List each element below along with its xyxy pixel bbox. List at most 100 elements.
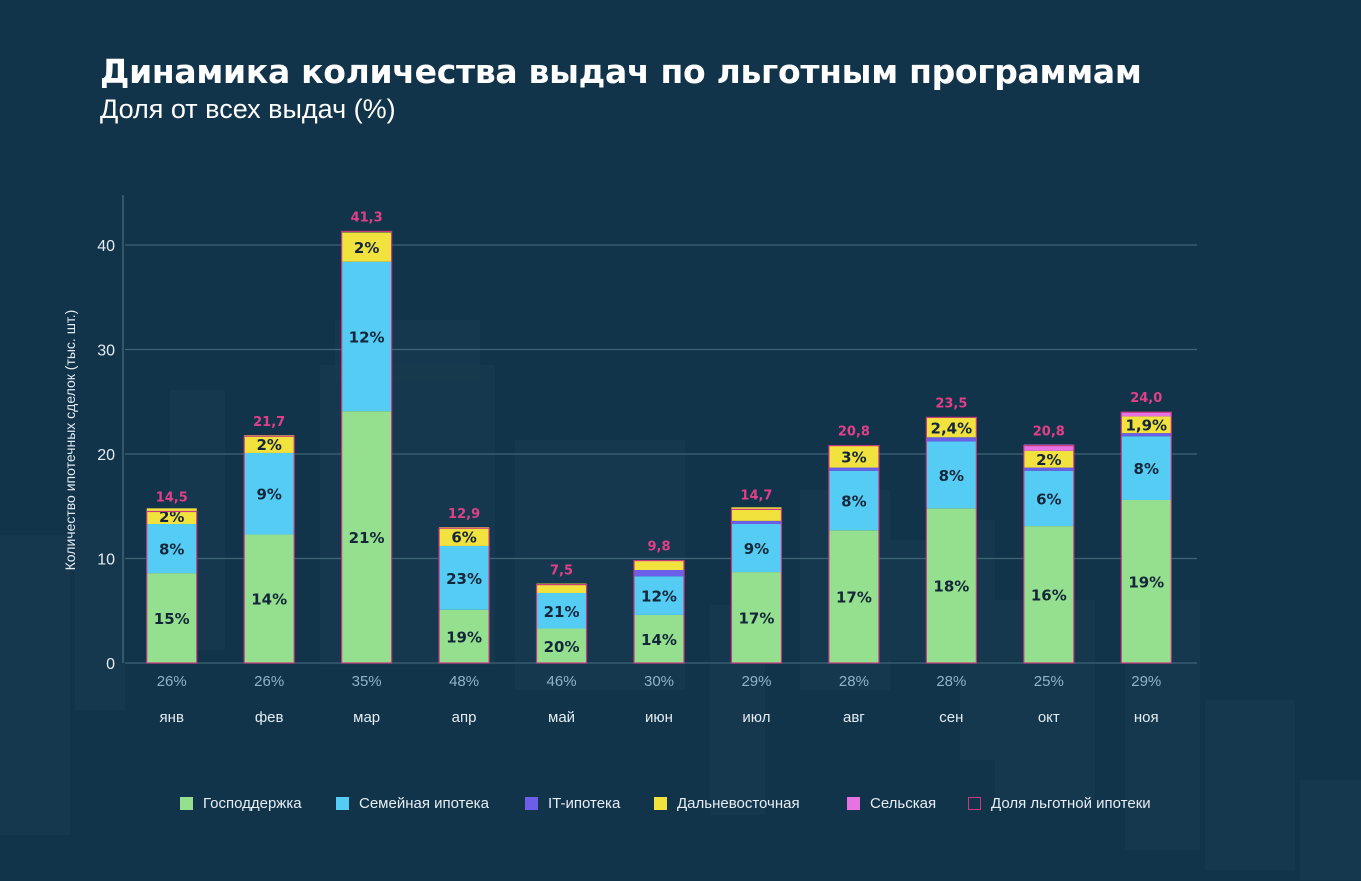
bar-segment-far_east (634, 560, 684, 570)
legend-swatch (336, 796, 349, 810)
bar-outline (730, 508, 783, 664)
y-tick-label: 30 (97, 343, 115, 360)
legend-item-gosp: Господдержка (180, 792, 302, 814)
legend-item-share_outline: Доля льготной ипотеки (968, 792, 1151, 814)
segment-label: 2% (159, 508, 184, 526)
legend-swatch (525, 796, 538, 810)
bar-stack: 17% 8% 3% 20,8 (828, 425, 880, 664)
x-tick-label: май (548, 709, 575, 726)
share-label: 28% (839, 673, 869, 690)
segment-label: 8% (841, 493, 866, 511)
bar-segment-far_east (926, 417, 977, 438)
legend-swatch (847, 796, 860, 810)
bar-outline (925, 416, 977, 664)
total-label: 20,8 (838, 425, 870, 440)
background-block (1205, 700, 1295, 870)
x-tick-label: мар (353, 709, 380, 726)
legend-label: Господдержка (203, 794, 302, 812)
gridlines (125, 244, 1197, 664)
bar-segment-it (926, 437, 977, 442)
bar-segment-far_east (1023, 450, 1074, 468)
segment-label: 9% (256, 486, 281, 504)
bar-stack: 18% 8% 2,4% 23,5 (925, 396, 977, 664)
segment-label: 2% (1036, 451, 1061, 469)
bar-outline (828, 445, 880, 664)
bar-segment-family (731, 524, 782, 573)
share-label: 25% (1034, 673, 1064, 690)
bar-outline (146, 510, 198, 664)
total-label: 21,7 (253, 415, 285, 430)
share-label: 35% (352, 673, 382, 690)
bar-segment-it (634, 569, 684, 577)
bar-segment-family (634, 576, 684, 615)
bar-segment-family (828, 470, 879, 531)
bar-stack: 19% 8% 1,9% 24,0 (1120, 391, 1172, 664)
segment-label: 14% (251, 591, 287, 609)
bar-segment-family (439, 545, 490, 610)
bars: 15% 8% 2% 14,5 14% 9% 2% 21,7 21% 12% 2% 41,3 19% 23%… (146, 210, 1172, 664)
legend-label: IT-ипотека (548, 794, 621, 812)
x-axis: 26% янв 26% фев 35% мар 48% апр 46% май 30% июн 29% и… (157, 673, 1162, 726)
segment-label: 3% (841, 449, 866, 467)
segment-label: 21% (544, 603, 580, 621)
bar-segment-gosp (926, 508, 977, 663)
x-tick-label: ноя (1134, 709, 1159, 726)
background-block (1300, 780, 1361, 880)
segment-label: 8% (1134, 460, 1159, 478)
segment-label: 19% (1128, 573, 1164, 591)
segment-label: 12% (349, 328, 385, 346)
legend: Господдержка Семейная ипотека IT-ипотека Да… (0, 792, 1361, 814)
chart-title: Динамика количества выдач по льготным пр… (100, 52, 1142, 91)
share-label: 48% (449, 673, 479, 690)
bar-stack: 20% 21% 7,5 (535, 564, 588, 664)
legend-item-family: Семейная ипотека (336, 792, 489, 814)
legend-label: Доля льготной ипотеки (991, 794, 1151, 812)
bar-segment-it (1121, 433, 1172, 437)
bar-segment-gosp (536, 628, 587, 663)
share-label: 30% (644, 673, 674, 690)
bar-outline (633, 559, 685, 664)
share-label: 29% (741, 673, 771, 690)
bar-segment-far_east (341, 232, 392, 262)
segment-label: 19% (446, 628, 482, 646)
share-label: 26% (157, 673, 187, 690)
legend-label: Дальневосточная (677, 794, 800, 812)
share-label: 46% (547, 673, 577, 690)
background-block (75, 520, 125, 710)
share-label: 26% (254, 673, 284, 690)
x-tick-label: апр (452, 709, 477, 726)
bar-segment-gosp (1121, 499, 1172, 663)
bar-outline (243, 435, 295, 664)
legend-swatch (968, 796, 981, 810)
bar-outline (535, 584, 588, 664)
legend-item-rural: Сельская (847, 792, 936, 814)
y-tick-label: 0 (106, 656, 115, 673)
bar-segment-far_east (536, 583, 587, 593)
bar-segment-it (1023, 467, 1074, 471)
bar-stack: 14% 9% 2% 21,7 (243, 415, 295, 664)
total-label: 41,3 (351, 210, 383, 225)
bar-segment-gosp (828, 530, 879, 663)
legend-swatch (654, 796, 667, 810)
legend-swatch (180, 796, 193, 810)
total-label: 23,5 (935, 396, 967, 411)
background-block (0, 535, 70, 835)
bar-segment-gosp (146, 573, 197, 663)
x-tick-label: янв (160, 709, 184, 726)
bar-stack: 14% 12% 9,8 (633, 540, 685, 664)
segment-label: 1,9% (1125, 417, 1167, 435)
y-axis-label: Количество ипотечных сделок (тыс. шт.) (62, 310, 78, 571)
x-tick-label: фев (255, 709, 284, 726)
segment-label: 2,4% (931, 419, 973, 437)
x-tick-label: сен (939, 709, 963, 726)
bar-segment-gosp (244, 534, 295, 663)
bar-stack: 17% 9% 14,7 (730, 488, 783, 664)
share-label: 28% (936, 673, 966, 690)
segment-label: 12% (641, 588, 677, 606)
bar-segment-family (1023, 470, 1074, 527)
bar-segment-gosp (634, 614, 684, 663)
bar-stack: 19% 23% 6% 12,9 (438, 507, 490, 664)
x-tick-label: июл (742, 709, 770, 726)
bar-segment-far_east (731, 507, 782, 521)
